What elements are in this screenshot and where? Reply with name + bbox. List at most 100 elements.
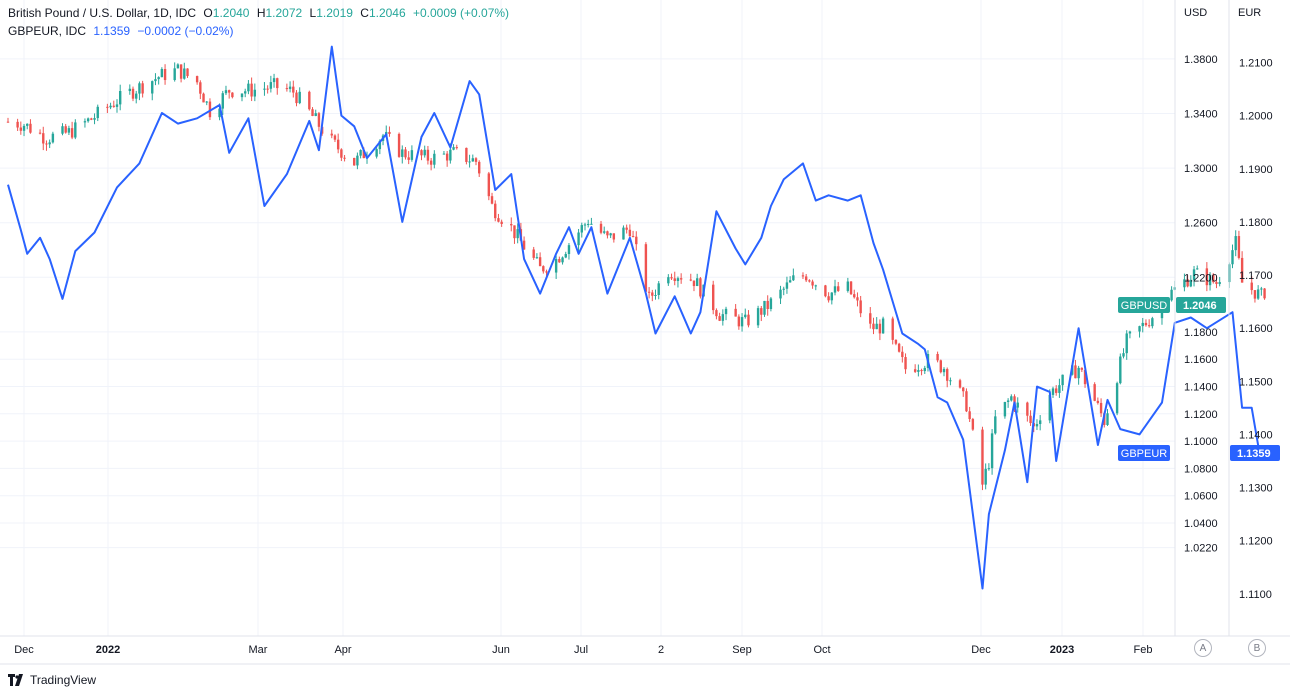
candle-body [631, 236, 635, 238]
candle-body [958, 380, 962, 388]
candle-body [231, 92, 234, 98]
usd-tick-label: 1.0600 [1184, 491, 1218, 503]
candle-body [968, 411, 971, 420]
candle-body [452, 147, 455, 150]
candle-body [859, 300, 862, 314]
gbpeur-badge-label: GBPEUR [1121, 448, 1168, 460]
candle-body [532, 249, 535, 258]
candle-body [1096, 400, 1100, 403]
candle-body [285, 88, 289, 90]
candle-body [356, 155, 359, 166]
compare-value: 1.1359 [93, 24, 131, 38]
gbpusd-candles [6, 62, 1266, 491]
candle-body [1058, 385, 1061, 393]
candle-body [109, 105, 112, 108]
candle-body [692, 280, 696, 287]
candle-body [833, 286, 837, 293]
candle-body [250, 83, 253, 97]
candle-body [1093, 384, 1096, 401]
gbpusd-badge-value-bg [1176, 297, 1226, 313]
candle-body [199, 82, 202, 94]
candle-body [340, 149, 343, 158]
candle-body [455, 147, 458, 149]
high-number: 1.2072 [265, 6, 303, 20]
low-number: 1.2019 [316, 6, 353, 20]
open-number: 1.2040 [212, 6, 250, 20]
candle-body [949, 380, 952, 382]
auto-scale-label: A [1199, 642, 1207, 654]
candle-body [535, 257, 539, 259]
time-tick-label: 2023 [1050, 644, 1074, 656]
candle-body [917, 370, 920, 372]
candle-body [118, 91, 122, 105]
candle-body [263, 88, 266, 90]
candle-body [6, 121, 10, 123]
compare-symbol[interactable]: GBPEUR, IDC [8, 24, 87, 38]
usd-tick-label: 1.1000 [1184, 436, 1218, 448]
candle-body [920, 370, 923, 372]
candle-body [869, 313, 872, 324]
candle-body [253, 89, 257, 97]
usd-tick-label: 1.1200 [1184, 409, 1218, 421]
candle-body [894, 339, 898, 344]
candle-body [1183, 279, 1186, 288]
eur-price-scale[interactable]: 1.2100 1.2000 1.1900 1.1800 1.1700 1.1600 1.15… [1239, 58, 1273, 601]
candle-body [42, 133, 45, 144]
symbol-title[interactable]: British Pound / U.S. Dollar, 1D, IDC [8, 6, 197, 20]
candle-body [792, 275, 795, 281]
candle-body [538, 257, 542, 267]
open-label: O [203, 6, 213, 20]
compare-series-legend[interactable]: GBPEUR, IDC 1.1359 −0.0002 (−0.02%) [8, 24, 237, 38]
eur-scale-button[interactable]: B [1248, 639, 1266, 657]
candle-body [433, 153, 436, 165]
candle-body [1077, 367, 1080, 379]
gbpusd-price-badge: GBPUSD 1.2046 [1118, 297, 1226, 313]
eur-tick-label: 1.1200 [1239, 536, 1273, 548]
candle-body [1212, 274, 1215, 283]
candle-body [946, 369, 949, 381]
candle-body [747, 314, 750, 326]
candle-body [375, 149, 378, 157]
gbpeur-badge-value-bg [1230, 445, 1280, 461]
candle-body [1003, 401, 1007, 417]
candle-body [295, 92, 298, 104]
candle-body [106, 106, 109, 108]
main-series-legend[interactable]: British Pound / U.S. Dollar, 1D, IDC O1.… [8, 6, 513, 20]
candle-body [478, 161, 481, 174]
tradingview-logo[interactable]: TradingView [8, 673, 96, 687]
candle-body [689, 279, 692, 281]
candle-body [1151, 318, 1154, 327]
candle-body [468, 161, 471, 163]
candle-body [625, 227, 628, 230]
candle-body [227, 90, 231, 93]
candle-body [878, 323, 882, 334]
candle-body [131, 88, 135, 99]
candle-body [628, 229, 632, 237]
candle-body [1144, 322, 1148, 326]
tradingview-logo-text: TradingView [30, 673, 97, 687]
gbpusd-badge-value: 1.2046 [1183, 300, 1217, 312]
candle-body [276, 78, 279, 89]
candle-body [1256, 289, 1260, 299]
candle-body [801, 275, 805, 277]
candle-body [378, 140, 382, 150]
candle-body [86, 118, 90, 122]
usd-price-scale[interactable]: 1.3800 1.3400 1.3000 1.2600 1.2200 1.1800 1.16… [1184, 54, 1218, 555]
candle-body [208, 101, 212, 118]
candle-body [247, 83, 250, 92]
candle-body [564, 254, 567, 258]
candle-body [449, 149, 452, 161]
time-scale[interactable]: Dec 2022 Mar Apr Jun Jul 2 Sep Oct Dec 2023 Feb [14, 644, 1152, 656]
candle-body [1048, 394, 1051, 421]
time-tick-label: Mar [249, 644, 268, 656]
candle-body [1125, 333, 1128, 354]
candle-body [583, 224, 587, 226]
candle-body [1035, 424, 1039, 427]
candle-body [70, 128, 74, 138]
candle-body [673, 278, 676, 281]
auto-scale-button[interactable]: A [1194, 639, 1212, 657]
candle-body [699, 278, 702, 297]
candle-body [676, 278, 680, 281]
candle-body [1237, 236, 1241, 258]
